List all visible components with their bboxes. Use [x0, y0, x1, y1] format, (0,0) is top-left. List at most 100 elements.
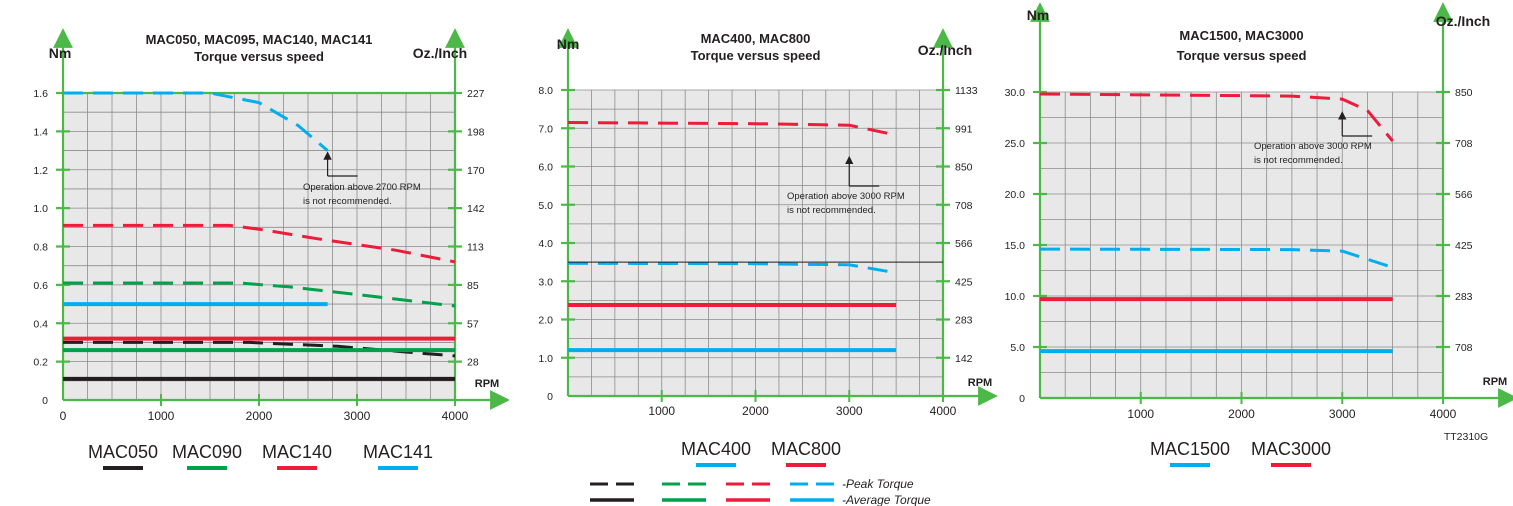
y-tick-label: 5.0: [538, 200, 553, 212]
y2-tick-label: 142: [467, 203, 485, 215]
y-axis-label: Nm: [557, 36, 580, 52]
model-label-mac090: MAC090: [172, 442, 242, 462]
y-tick-label: 1.0: [538, 353, 553, 365]
x-tick-label: 4000: [442, 409, 469, 423]
model-label-mac140: MAC140: [262, 442, 332, 462]
chart-panel-2: 0 1.0 2.0 3.0 4.0 5.0 6.0 7.0 8.0 142 283 425 566 708…: [538, 28, 998, 467]
y2-tick-label: 1133: [955, 85, 978, 97]
x-tick-label: 4000: [1430, 407, 1457, 421]
model-color-bar: [1271, 463, 1311, 467]
legend-peak-label: -Peak Torque: [842, 477, 914, 491]
y-tick-label: 0: [42, 395, 48, 407]
mac141-peak-line: [63, 91, 329, 152]
model-color-bar: [696, 463, 736, 467]
chart-subtitle: Torque versus speed: [1177, 48, 1307, 63]
y-tick-label: 0.2: [33, 357, 48, 369]
y-axis-label: Nm: [1027, 7, 1050, 23]
y2-tick-label: 28: [467, 357, 479, 369]
y2-tick-label: 198: [467, 126, 485, 138]
y-tick-label: 8.0: [538, 85, 553, 97]
x-tick-label: 2000: [246, 409, 273, 423]
y2-tick-label: 227: [467, 88, 485, 100]
y2-axis-label: Oz./Inch: [413, 45, 467, 61]
annotation-text-line1: Operation above 2700 RPM: [303, 182, 421, 193]
y2-tick-label: 170: [467, 165, 485, 177]
annotation-text-line2: is not recommended.: [1254, 155, 1343, 166]
y-tick-label: 1.0: [33, 203, 48, 215]
chart-subtitle: Torque versus speed: [194, 49, 324, 64]
model-label-mac050: MAC050: [88, 442, 158, 462]
model-label-mac141: MAC141: [363, 442, 433, 462]
y-tick-label: 1.4: [33, 126, 48, 138]
model-color-bar: [1170, 463, 1210, 467]
model-label-mac3000: MAC3000: [1251, 439, 1331, 459]
model-label-mac1500: MAC1500: [1150, 439, 1230, 459]
y2-tick-label: 283: [955, 315, 973, 327]
annotation-text-line1: Operation above 3000 RPM: [787, 191, 905, 202]
annotation-text-line2: is not recommended.: [303, 196, 392, 207]
y-tick-label: 30.0: [1005, 87, 1026, 99]
y2-tick-label: 85: [467, 280, 479, 292]
x-tick-label: 1000: [148, 409, 175, 423]
x-tick-label: 3000: [344, 409, 371, 423]
chart-title: MAC1500, MAC3000: [1179, 28, 1303, 43]
y2-tick-label: 142: [955, 353, 973, 365]
y-tick-label: 0.8: [33, 242, 48, 254]
x-tick-label: 1000: [648, 404, 675, 418]
y-tick-label: 6.0: [538, 162, 553, 174]
model-label-mac800: MAC800: [771, 439, 841, 459]
y-tick-label: 3.0: [538, 276, 553, 288]
mac400-peak-line: [567, 261, 897, 275]
model-color-bar: [786, 463, 826, 467]
y-tick-label: 1.2: [33, 165, 48, 177]
y-tick-label: 4.0: [538, 238, 553, 250]
y2-tick-label: 850: [955, 162, 973, 174]
legend-average-label: -Average Torque: [842, 493, 931, 506]
y-tick-label: 0.4: [33, 318, 48, 330]
model-color-bar: [378, 466, 418, 470]
x-tick-label: 1000: [1127, 407, 1154, 421]
x-axis-label: RPM: [1483, 376, 1507, 388]
y-tick-label: 1.6: [33, 88, 48, 100]
line-style-legend: -Peak Torque -Average Torque: [590, 477, 931, 506]
y-tick-label: 7.0: [538, 123, 553, 135]
y-tick-label: 0: [547, 391, 553, 403]
y-tick-label: 0: [1019, 393, 1025, 405]
x-tick-label: 2000: [1228, 407, 1255, 421]
y2-tick-label: 708: [1455, 342, 1473, 354]
y2-tick-label: 991: [955, 123, 973, 135]
chart-title: MAC400, MAC800: [701, 31, 811, 46]
y-tick-label: 20.0: [1005, 189, 1026, 201]
x-tick-label: 2000: [742, 404, 769, 418]
y2-tick-label: 708: [955, 200, 973, 212]
annotation-text-line1: Operation above 3000 RPM: [1254, 141, 1372, 152]
model-color-bar: [103, 466, 143, 470]
y2-axis-label: Oz./Inch: [918, 42, 972, 58]
y2-tick-label: 708: [1455, 138, 1473, 150]
y-tick-label: 10.0: [1005, 291, 1026, 303]
chart-panel-3: 0 5.0 10.0 15.0 20.0 25.0 30.0 708 283 425 566 708 8…: [1005, 2, 1513, 467]
y-axis-label: Nm: [49, 45, 72, 61]
chart-panel-1: 0 0.2 0.4 0.6 0.8 1.0 1.2 1.4 1.6 28 57 85 113 142 170…: [33, 28, 510, 470]
y-tick-label: 0.6: [33, 280, 48, 292]
model-color-bar: [187, 466, 227, 470]
y-tick-label: 5.0: [1010, 342, 1025, 354]
y2-tick-label: 566: [1455, 189, 1473, 201]
x-tick-label: 4000: [930, 404, 957, 418]
charts-layer: 0 0.2 0.4 0.6 0.8 1.0 1.2 1.4 1.6 28 57 85 113 142 170…: [33, 2, 1513, 470]
model-color-bar: [277, 466, 317, 470]
model-label-mac400: MAC400: [681, 439, 751, 459]
y2-tick-label: 57: [467, 318, 479, 330]
y2-tick-label: 425: [1455, 240, 1473, 252]
y2-tick-label: 283: [1455, 291, 1473, 303]
chart-title: MAC050, MAC095, MAC140, MAC141: [146, 32, 373, 47]
y2-tick-label: 425: [955, 276, 973, 288]
y-tick-label: 25.0: [1005, 138, 1026, 150]
x-tick-label: 0: [60, 409, 67, 423]
x-tick-label: 3000: [836, 404, 863, 418]
x-axis-label: RPM: [968, 377, 992, 389]
y2-tick-label: 566: [955, 238, 973, 250]
mac090-peak-line: [63, 281, 456, 308]
mac050-peak-line: [63, 340, 456, 358]
